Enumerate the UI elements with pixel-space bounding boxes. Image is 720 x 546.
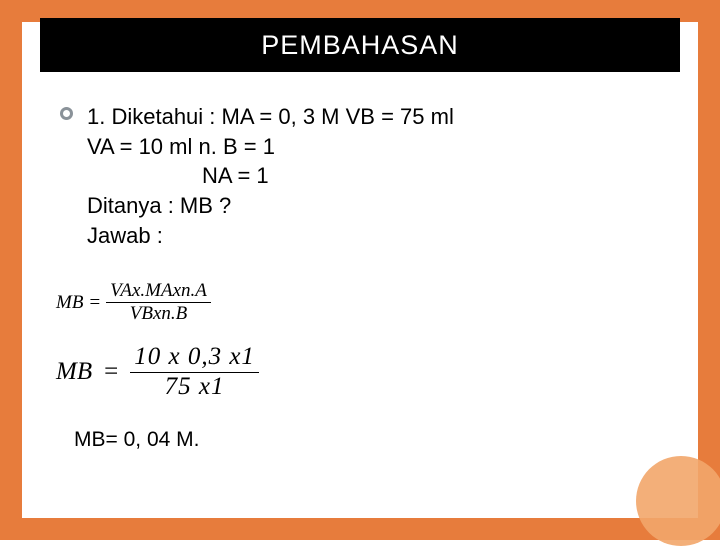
equals-sign: = xyxy=(104,358,118,386)
problem-line: NA = 1 xyxy=(87,161,454,191)
decorative-circle xyxy=(636,456,720,546)
denominator: 75 x1 xyxy=(161,373,229,402)
formula-lhs: MB xyxy=(56,292,83,314)
problem-line: VA = 10 ml n. B = 1 xyxy=(87,132,454,162)
problem-line: 1. Diketahui : MA = 0, 3 M VB = 75 ml xyxy=(87,102,454,132)
title-bar: PEMBAHASAN xyxy=(40,18,680,72)
fraction: VAx.MAxn.A VBxn.B xyxy=(106,280,211,325)
problem-block: 1. Diketahui : MA = 0, 3 M VB = 75 ml VA… xyxy=(60,102,668,250)
problem-line: Jawab : xyxy=(87,221,454,251)
numerator: 10 x 0,3 x1 xyxy=(130,343,259,372)
title-text: PEMBAHASAN xyxy=(261,30,459,61)
content-area: 1. Diketahui : MA = 0, 3 M VB = 75 ml VA… xyxy=(22,102,698,452)
result-text: MB= 0, 04 M. xyxy=(74,428,668,452)
formula-block: MB = VAx.MAxn.A VBxn.B MB = 10 x 0,3 x1 … xyxy=(56,280,668,451)
problem-line: Ditanya : MB ? xyxy=(87,191,454,221)
denominator: VBxn.B xyxy=(126,303,192,325)
equals-sign: = xyxy=(89,292,100,314)
problem-text: 1. Diketahui : MA = 0, 3 M VB = 75 ml VA… xyxy=(87,102,454,250)
slide-frame: PEMBAHASAN 1. Diketahui : MA = 0, 3 M VB… xyxy=(0,0,720,540)
formula-1: MB = VAx.MAxn.A VBxn.B xyxy=(56,280,668,325)
formula-lhs: MB xyxy=(56,358,92,386)
numerator: VAx.MAxn.A xyxy=(106,280,211,302)
fraction: 10 x 0,3 x1 75 x1 xyxy=(130,343,259,402)
formula-2: MB = 10 x 0,3 x1 75 x1 xyxy=(56,343,668,402)
bullet-icon xyxy=(60,107,73,120)
